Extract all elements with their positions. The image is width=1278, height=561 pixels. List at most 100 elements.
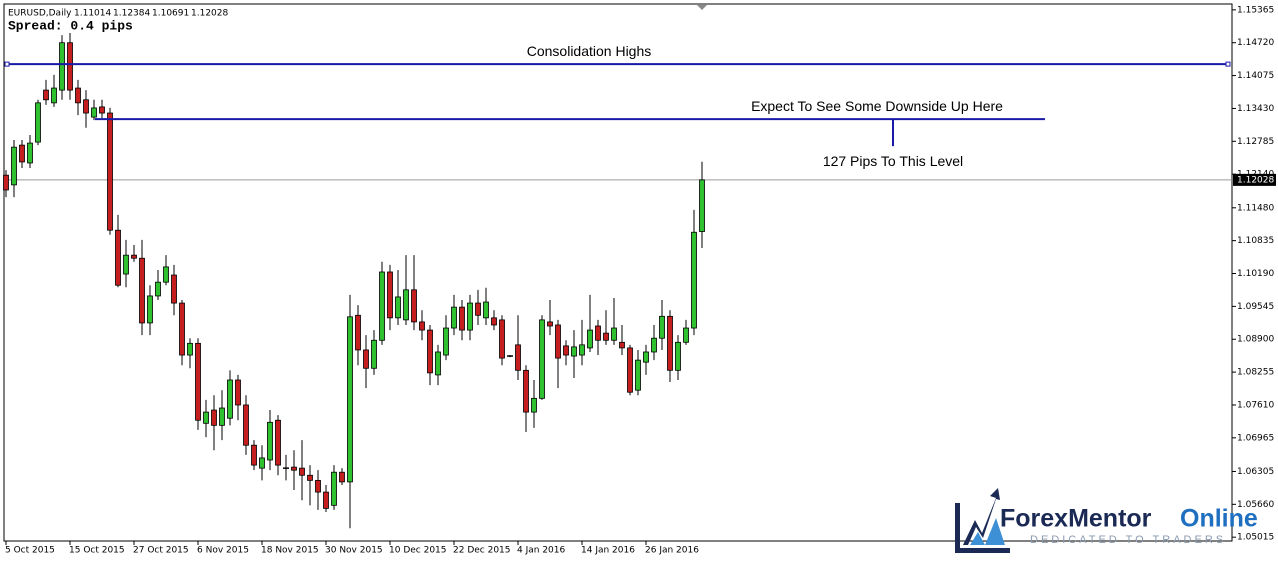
candle-body — [523, 369, 529, 413]
candle-body — [147, 295, 153, 324]
y-tick-label: 1.10835 — [1237, 236, 1274, 246]
candle-body — [427, 329, 433, 374]
candle-body — [275, 419, 281, 466]
candle-body — [323, 491, 329, 509]
candle-body — [51, 87, 57, 104]
x-tick-label: 18 Nov 2015 — [261, 546, 319, 556]
level-handle — [4, 61, 10, 67]
candle-body — [99, 106, 105, 114]
header-low: 1.10691 — [152, 9, 189, 19]
level-label: Expect To See Some Downside Up Here — [751, 98, 1003, 114]
candle-body — [19, 144, 25, 163]
candle-body — [123, 254, 129, 275]
candle-body — [27, 142, 33, 164]
spread: Spread: 0.4 pips — [8, 18, 133, 33]
candle-body — [91, 107, 97, 118]
candle-body — [563, 345, 569, 356]
candle-body — [3, 174, 9, 191]
candle-body — [675, 341, 681, 371]
candle-body — [579, 344, 585, 356]
candle-body — [411, 289, 417, 323]
candle-body — [267, 421, 273, 461]
candle-body — [291, 466, 297, 471]
overlay: EURUSD,Daily 1.11014 1.12384 1.10691 1.1… — [4, 9, 1276, 186]
candle-body — [339, 471, 345, 483]
candle-body — [659, 315, 665, 339]
candle-body — [251, 444, 257, 466]
candle-body — [667, 315, 673, 371]
y-tick-label: 1.08900 — [1237, 335, 1274, 345]
y-tick-label: 1.11480 — [1237, 203, 1274, 213]
price-tag — [1233, 173, 1276, 186]
logo-icon — [955, 503, 1010, 553]
logo-icon — [970, 518, 1005, 545]
candle-body — [155, 281, 161, 297]
candle-body — [691, 231, 697, 329]
candle-body — [67, 42, 73, 91]
candle-body — [443, 327, 449, 356]
symbol: EURUSD,Daily — [8, 9, 72, 19]
level-handle — [1225, 61, 1231, 67]
candle-body — [587, 329, 593, 349]
y-tick-label: 1.07610 — [1237, 400, 1274, 410]
y-tick-label: 1.05660 — [1237, 500, 1274, 510]
candle-body — [643, 351, 649, 363]
y-tick-label: 1.14075 — [1237, 71, 1274, 81]
candle-body — [547, 321, 553, 327]
candle-body — [387, 271, 393, 319]
y-tick-label: 1.15365 — [1237, 5, 1274, 15]
logo-brand-accent: Online — [1180, 505, 1258, 533]
candle-body — [179, 302, 185, 356]
candle-body — [699, 179, 705, 232]
candle-body — [635, 359, 641, 391]
y-tick-label: 1.10190 — [1237, 269, 1274, 279]
candle-body — [163, 266, 169, 283]
candle-body — [603, 332, 609, 341]
y-tick-label: 1.12785 — [1237, 137, 1274, 147]
y-tick-label: 1.14720 — [1237, 38, 1274, 48]
candle-body — [35, 102, 41, 143]
candle-body — [235, 379, 241, 406]
candle-body — [355, 314, 361, 351]
logo: ForexMentor Online DEDICATED TO TRADERS — [955, 488, 1258, 553]
candle-body — [435, 351, 441, 376]
candle-body — [195, 342, 201, 421]
level-label: Consolidation Highs — [527, 43, 652, 59]
header-open: 1.11014 — [74, 9, 111, 19]
price-tag-label: 1.12028 — [1237, 175, 1274, 185]
candle-body — [611, 327, 617, 341]
y-tick-label: 1.06305 — [1237, 467, 1274, 477]
candle-body — [651, 337, 657, 353]
candle-body — [459, 306, 465, 331]
shift-marker — [697, 5, 707, 10]
candle-body — [475, 302, 481, 316]
x-tick-label: 5 Oct 2015 — [5, 546, 55, 556]
candle-body — [299, 467, 305, 476]
candle-body — [395, 296, 401, 319]
x-tick-label: 26 Jan 2016 — [645, 546, 699, 556]
plot-frame — [3, 3, 1233, 542]
y-tick-label: 1.13430 — [1237, 104, 1274, 114]
candle-body — [75, 87, 81, 104]
marks: 1.153651.147201.140751.134301.127851.121… — [3, 5, 1274, 556]
candle-body — [203, 411, 209, 424]
candle-body — [243, 404, 249, 446]
header-close: 1.12028 — [191, 9, 228, 19]
candle-body — [531, 397, 537, 413]
candle-body — [403, 289, 409, 321]
candle-body — [683, 327, 689, 343]
candle-body — [187, 342, 193, 356]
candle-body — [363, 349, 369, 369]
candle-body — [59, 42, 65, 91]
y-tick-label: 1.06965 — [1237, 433, 1274, 443]
candle-body — [379, 271, 385, 341]
x-tick-label: 27 Oct 2015 — [133, 546, 189, 556]
candle-body — [259, 457, 265, 469]
header-high: 1.12384 — [113, 9, 150, 19]
logo-tagline: DEDICATED TO TRADERS — [1030, 534, 1226, 546]
candle-body — [539, 319, 545, 399]
x-tick-label: 15 Oct 2015 — [69, 546, 125, 556]
candle-body — [115, 229, 121, 286]
